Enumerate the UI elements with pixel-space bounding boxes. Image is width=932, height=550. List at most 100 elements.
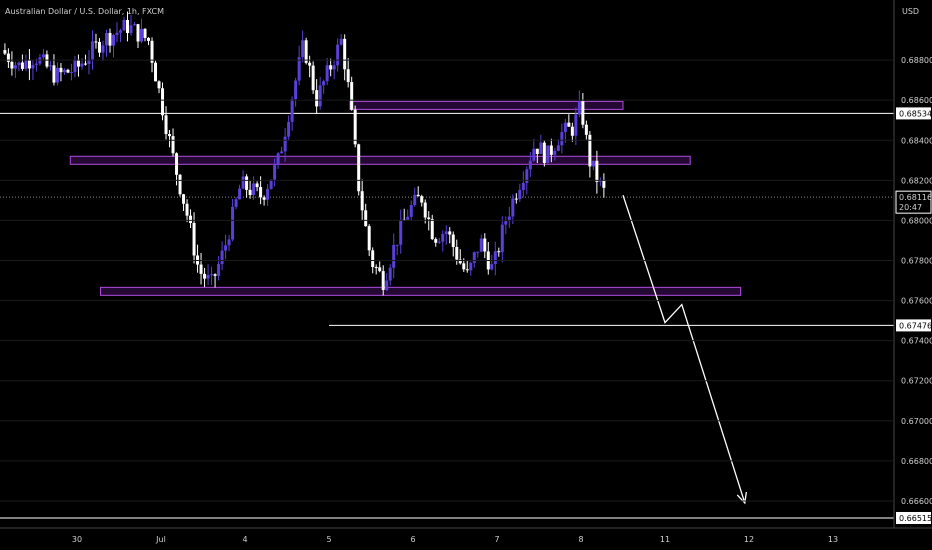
candle-body [535, 148, 539, 155]
candle-body [602, 180, 606, 188]
candle-body [94, 41, 98, 43]
candle-body [280, 151, 284, 154]
candle-body [255, 183, 259, 188]
candle-body [528, 160, 532, 170]
price-axis-currency: USD [902, 7, 919, 16]
candle-body [245, 176, 249, 190]
candle-body [199, 264, 203, 274]
candle-body [220, 250, 224, 265]
level-price-label: 0.67476 [899, 321, 932, 330]
candle-body [231, 206, 235, 240]
candle-body [150, 40, 154, 63]
candle-body [563, 122, 567, 133]
candle-body [66, 69, 70, 73]
candle-body [115, 32, 119, 35]
candle-body [20, 62, 24, 69]
candle-body [595, 160, 599, 182]
candle-body [210, 274, 214, 276]
candle-body [262, 197, 266, 200]
supply-demand-zone[interactable] [349, 100, 624, 110]
supply-demand-zone[interactable] [69, 155, 691, 165]
price-tick-label: 0.67800 [901, 256, 932, 265]
candle-body [101, 45, 105, 53]
candle-body [164, 115, 168, 135]
candle-body [598, 180, 602, 182]
candle-body [504, 221, 508, 225]
candle-body [238, 188, 242, 200]
candle-countdown-label: 20:47 [899, 203, 922, 212]
candle-body [97, 42, 101, 53]
candle-body [374, 267, 378, 269]
candle-body [224, 245, 228, 251]
candle-body [171, 136, 175, 154]
candle-body [581, 101, 585, 125]
candle-body [567, 122, 571, 127]
candle-body [136, 24, 140, 42]
candle-body [69, 71, 73, 73]
candle-body [532, 148, 536, 161]
candle-body [353, 109, 357, 145]
time-axis-ticks: 30 Jul 4 5 6 7 8 11 12 13 [72, 535, 838, 544]
price-tick-label: 0.67600 [901, 297, 932, 306]
chart-title: Australian Dollar / U.S. Dollar, 1h, FXC… [5, 7, 164, 16]
candle-body [10, 61, 14, 69]
candle-body [52, 65, 56, 83]
candle-body [111, 34, 115, 46]
candle-body [241, 176, 245, 189]
time-tick-label: 11 [660, 535, 670, 544]
candle-body [588, 134, 592, 167]
candle-body [553, 150, 557, 155]
candle-body [276, 153, 280, 165]
candle-body [154, 62, 158, 82]
candle-body [525, 169, 529, 183]
candle-body [90, 41, 94, 60]
zones-layer [69, 100, 742, 296]
candle-body [76, 59, 80, 67]
candle-body [472, 252, 476, 263]
candle-body [133, 24, 137, 26]
candle-body [549, 145, 553, 155]
price-axis-panel[interactable] [894, 0, 932, 550]
projection-path[interactable] [622, 194, 746, 504]
candle-body [385, 280, 389, 290]
candle-body [59, 67, 63, 73]
price-tick-label: 0.66600 [901, 497, 932, 506]
candle-body [297, 57, 301, 81]
candle-body [283, 136, 287, 152]
supply-demand-zone[interactable] [100, 286, 742, 296]
candles-layer [3, 11, 606, 296]
candle-body [395, 244, 399, 246]
candle-body [458, 259, 462, 264]
candle-body [87, 59, 91, 64]
candle-body [364, 210, 368, 227]
candle-body [399, 219, 403, 245]
candle-body [48, 65, 52, 67]
candle-body [371, 250, 375, 268]
candle-body [147, 37, 151, 41]
candle-body [31, 64, 35, 69]
candle-body [126, 19, 130, 34]
candle-body [448, 231, 452, 235]
level-price-label: 0.66515 [899, 514, 932, 523]
level-price-label-box [896, 319, 931, 332]
level-price-label-box [896, 107, 931, 120]
candle-body [339, 38, 343, 45]
candle-body [469, 262, 473, 271]
candle-body [315, 90, 319, 107]
candle-body [168, 134, 172, 137]
price-tick-label: 0.68800 [901, 56, 932, 65]
candle-body [294, 80, 298, 100]
candle-body [122, 19, 126, 31]
candle-body [304, 40, 308, 63]
candle-body [308, 62, 312, 66]
candle-body [185, 203, 189, 216]
candle-body [560, 132, 564, 146]
candle-body [104, 32, 108, 46]
candle-body [273, 164, 277, 180]
candle-body [234, 199, 238, 207]
projection-arrow-head [736, 491, 748, 505]
candle-body [556, 145, 560, 151]
candle-body [378, 267, 382, 272]
